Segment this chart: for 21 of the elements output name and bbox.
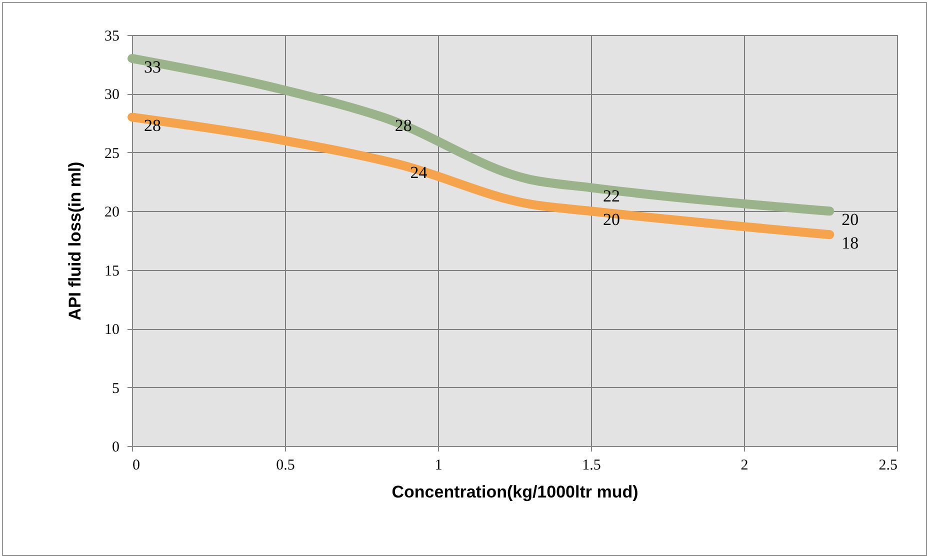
y-tick-label: 10 xyxy=(104,322,120,338)
y-tick-label: 5 xyxy=(112,380,120,397)
data-label: 20 xyxy=(842,210,859,230)
y-tick-label: 30 xyxy=(104,87,120,104)
y-tick-label: 15 xyxy=(104,263,120,280)
y-tick-label: 25 xyxy=(104,146,120,162)
x-tick-label: 1.5 xyxy=(582,458,601,474)
x-tick-label: 0 xyxy=(132,458,140,474)
data-label: 28 xyxy=(394,116,412,136)
y-axis-title: API fluid loss(in ml) xyxy=(66,162,84,320)
y-tick-label: 35 xyxy=(104,28,120,44)
data-label: 22 xyxy=(603,186,620,206)
y-tick-label: 20 xyxy=(104,204,120,221)
y-tick-label: 0 xyxy=(112,440,120,456)
x-tick-label: 2 xyxy=(740,458,748,474)
x-axis-title: Concentration(kg/1000ltr mud) xyxy=(392,482,638,502)
x-tick-label: 1 xyxy=(434,458,442,474)
x-tick-label: 0.5 xyxy=(276,458,295,474)
data-label: 18 xyxy=(842,234,859,253)
x-tick-label: 2.5 xyxy=(878,458,898,474)
data-label: 33 xyxy=(144,57,161,76)
